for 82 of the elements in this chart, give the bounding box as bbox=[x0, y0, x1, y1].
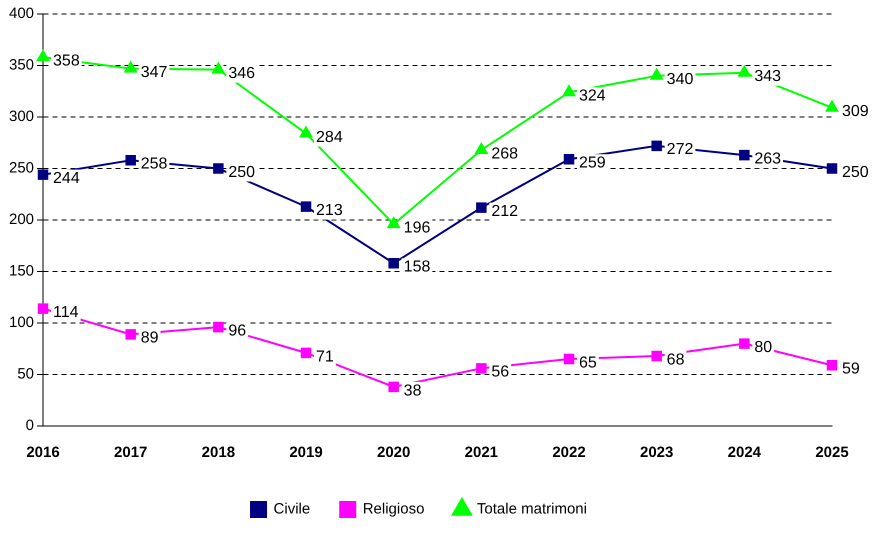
point bbox=[738, 66, 751, 77]
data-label: 272 bbox=[666, 141, 694, 158]
point bbox=[826, 100, 838, 112]
data-label: 346 bbox=[228, 65, 256, 82]
point bbox=[125, 155, 136, 166]
data-label: 96 bbox=[228, 322, 246, 340]
legend-label: Religioso bbox=[362, 500, 424, 518]
point bbox=[213, 163, 224, 174]
point bbox=[300, 348, 312, 358]
legend-label: Civile bbox=[274, 500, 310, 518]
y-tick-label: 100 bbox=[8, 314, 34, 332]
y-tick-label: 0 bbox=[26, 417, 34, 434]
point bbox=[564, 154, 574, 164]
data-label: 244 bbox=[53, 170, 80, 188]
point bbox=[564, 354, 574, 364]
point bbox=[125, 329, 136, 340]
data-label: 268 bbox=[491, 145, 518, 162]
data-label: 196 bbox=[404, 220, 430, 237]
data-label: 250 bbox=[842, 164, 869, 181]
point bbox=[388, 382, 399, 392]
x-tick-label: 2016 bbox=[26, 444, 60, 462]
point bbox=[476, 202, 487, 213]
point bbox=[739, 338, 750, 349]
data-label: 89 bbox=[140, 330, 159, 347]
x-tick-label: 2020 bbox=[376, 444, 410, 462]
x-tick-label: 2024 bbox=[728, 444, 762, 462]
y-tick-label: 300 bbox=[8, 108, 34, 126]
point bbox=[38, 303, 48, 314]
data-label: 358 bbox=[53, 52, 80, 70]
point bbox=[124, 62, 137, 73]
y-tick-label: 400 bbox=[8, 5, 34, 22]
point bbox=[826, 163, 838, 174]
point bbox=[651, 350, 662, 362]
data-label: 263 bbox=[754, 150, 782, 168]
data-label: 114 bbox=[53, 304, 79, 321]
data-label: 38 bbox=[404, 382, 422, 400]
data-label: 347 bbox=[140, 64, 168, 81]
data-label: 258 bbox=[140, 156, 168, 173]
point bbox=[38, 169, 48, 180]
y-tick-label: 50 bbox=[17, 366, 34, 383]
x-tick-label: 2019 bbox=[289, 444, 323, 462]
point bbox=[739, 150, 750, 160]
data-label: 259 bbox=[579, 154, 606, 172]
x-tick-label: 2021 bbox=[464, 444, 498, 462]
data-label: 343 bbox=[754, 68, 782, 86]
point bbox=[300, 201, 312, 212]
y-tick-label: 200 bbox=[8, 211, 34, 228]
legend-label: Totale matrimoni bbox=[476, 500, 587, 518]
point bbox=[388, 258, 399, 269]
data-label: 340 bbox=[666, 71, 694, 88]
point bbox=[36, 50, 50, 62]
point bbox=[650, 68, 663, 80]
x-tick-label: 2017 bbox=[114, 444, 148, 462]
data-label: 56 bbox=[491, 364, 510, 381]
data-label: 59 bbox=[842, 360, 860, 378]
data-label: 158 bbox=[404, 258, 430, 276]
data-label: 309 bbox=[842, 103, 869, 120]
y-tick-label: 150 bbox=[8, 262, 34, 280]
point bbox=[387, 217, 400, 228]
point bbox=[562, 85, 576, 96]
y-tick-label: 250 bbox=[8, 160, 34, 177]
data-label: 80 bbox=[754, 339, 772, 356]
x-tick-label: 2025 bbox=[815, 444, 849, 462]
data-label: 71 bbox=[316, 348, 334, 366]
x-tick-label: 2023 bbox=[640, 444, 674, 462]
data-label: 68 bbox=[666, 351, 685, 368]
point bbox=[476, 363, 487, 374]
data-label: 250 bbox=[228, 164, 256, 181]
x-tick-label: 2018 bbox=[202, 444, 236, 462]
point bbox=[213, 322, 224, 332]
point bbox=[475, 142, 488, 154]
data-label: 212 bbox=[491, 203, 518, 220]
data-label: 213 bbox=[316, 202, 343, 220]
point bbox=[300, 126, 312, 138]
point bbox=[826, 360, 838, 370]
y-tick-label: 350 bbox=[8, 56, 34, 74]
point bbox=[212, 62, 225, 74]
x-tick-label: 2022 bbox=[552, 444, 586, 462]
data-label: 65 bbox=[579, 354, 597, 372]
data-label: 284 bbox=[316, 128, 343, 146]
data-label: 324 bbox=[579, 88, 606, 105]
point bbox=[651, 140, 662, 152]
